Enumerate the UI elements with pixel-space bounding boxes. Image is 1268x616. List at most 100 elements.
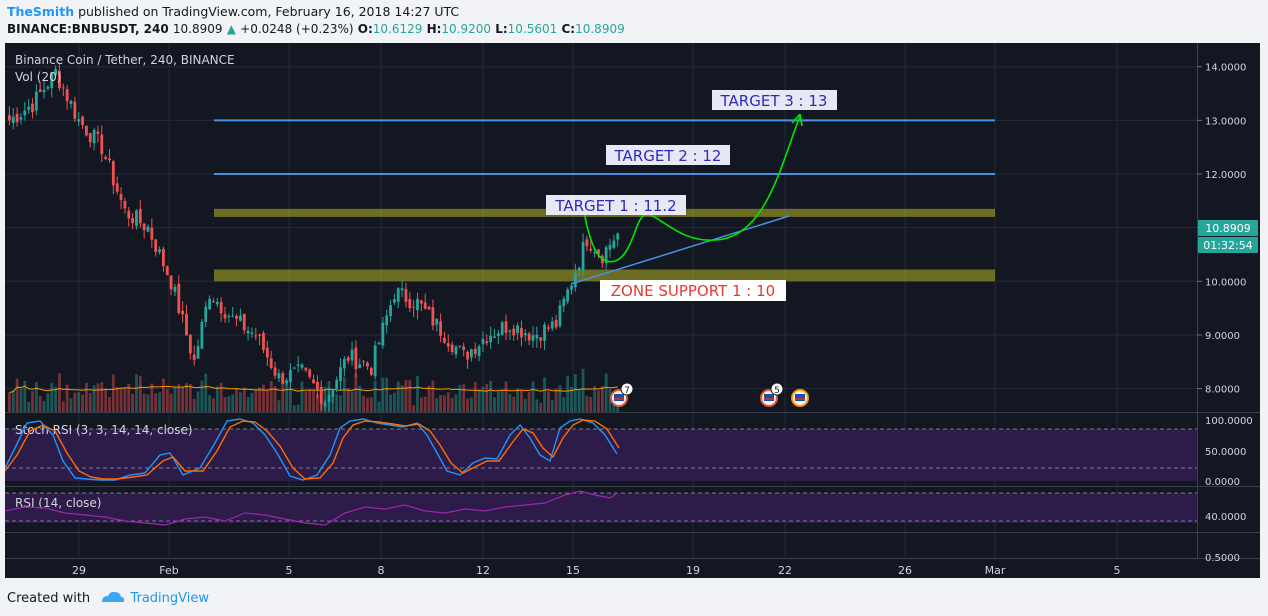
author-name[interactable]: TheSmith bbox=[7, 4, 75, 19]
candle-body bbox=[165, 266, 169, 276]
volume-bar bbox=[454, 394, 458, 412]
volume-bar bbox=[573, 374, 577, 412]
low-value: 10.5601 bbox=[507, 22, 558, 36]
candle-body bbox=[254, 335, 258, 337]
volume-bar bbox=[34, 382, 38, 412]
candle-body bbox=[481, 338, 485, 345]
price-tick: 9.0000 bbox=[1205, 331, 1240, 342]
volume-bar bbox=[547, 391, 550, 412]
candle-body bbox=[335, 379, 339, 389]
volume-bar bbox=[231, 394, 235, 412]
publish-info: TheSmith published on TradingView.com, F… bbox=[7, 4, 459, 19]
volume-bar bbox=[346, 388, 350, 412]
stoch-band bbox=[5, 429, 1197, 481]
candle-body bbox=[34, 91, 38, 111]
trendline[interactable] bbox=[570, 215, 790, 285]
stoch-axis[interactable]: 100.0000 50.0000 0.0000 bbox=[1205, 416, 1253, 488]
candle-body bbox=[558, 305, 562, 327]
volume-bar bbox=[443, 395, 446, 412]
volume-bar bbox=[85, 382, 88, 412]
candle-body bbox=[269, 358, 273, 368]
volume-bar bbox=[427, 385, 431, 412]
candle-body bbox=[138, 208, 142, 224]
candle-body bbox=[339, 367, 342, 382]
event-marker-flag-icon[interactable]: 5 bbox=[760, 382, 784, 407]
candle-body bbox=[223, 314, 227, 319]
target-3-label[interactable]: TARGET 3 : 13 bbox=[712, 90, 837, 110]
tradingview-logo-icon[interactable] bbox=[100, 590, 126, 604]
event-marker-flag-icon[interactable] bbox=[791, 389, 809, 407]
candle-body bbox=[277, 373, 281, 379]
volume-bar bbox=[362, 395, 365, 412]
candle-body bbox=[58, 70, 61, 89]
time-axis[interactable]: 29 Feb 5 8 12 15 19 22 26 Mar 5 bbox=[72, 564, 1121, 577]
volume-bar bbox=[585, 395, 589, 412]
candle-body bbox=[235, 315, 238, 319]
price-tick: 13.0000 bbox=[1205, 116, 1246, 127]
volume-bar bbox=[508, 394, 512, 412]
candle-body bbox=[554, 319, 558, 328]
candle-body bbox=[493, 336, 496, 338]
candle-body bbox=[489, 335, 493, 343]
volume-bar bbox=[408, 380, 412, 412]
volume-bar bbox=[42, 400, 46, 412]
symbol: BINANCE:BNBUSDT, 240 bbox=[7, 22, 169, 36]
candle-body bbox=[115, 183, 119, 192]
candle-body bbox=[416, 298, 419, 311]
volume-bar bbox=[558, 385, 562, 412]
target-2-label[interactable]: TARGET 2 : 12 bbox=[606, 145, 730, 165]
volume-bar bbox=[458, 384, 462, 412]
candle-body bbox=[289, 370, 292, 383]
svg-text:TARGET 3 : 13: TARGET 3 : 13 bbox=[720, 92, 828, 110]
candle-body bbox=[73, 101, 77, 119]
volume-bar bbox=[173, 387, 177, 412]
high-label: H: bbox=[426, 22, 442, 36]
volume-bar bbox=[258, 387, 262, 412]
volume-bar bbox=[212, 398, 215, 412]
candles[interactable] bbox=[8, 63, 620, 412]
svg-text:TARGET 2 : 12: TARGET 2 : 12 bbox=[614, 147, 722, 165]
candle-body bbox=[54, 69, 57, 76]
stoch-tick: 100.0000 bbox=[1205, 416, 1253, 427]
candle-body bbox=[512, 328, 516, 336]
volume-bar bbox=[562, 397, 566, 412]
candle-body bbox=[462, 346, 466, 350]
candle-body bbox=[111, 161, 115, 186]
volume-bar bbox=[138, 376, 142, 412]
stoch-k-line bbox=[4, 418, 618, 481]
candle-body bbox=[108, 158, 111, 161]
time-tick: 15 bbox=[566, 564, 580, 577]
zone-support-label[interactable]: ZONE SUPPORT 1 : 10 bbox=[600, 280, 786, 301]
svg-text:10.8909: 10.8909 bbox=[1205, 222, 1251, 235]
rsi-axis[interactable]: 40.0000 0.5000 bbox=[1205, 512, 1246, 564]
candle-body bbox=[188, 334, 192, 354]
volume-bar bbox=[431, 380, 435, 412]
zone-band bbox=[214, 269, 995, 282]
candle-body bbox=[439, 321, 442, 336]
volume-bar bbox=[273, 386, 277, 412]
rsi-line bbox=[4, 490, 618, 526]
volume-bar bbox=[412, 405, 416, 412]
volume-bar bbox=[200, 380, 204, 412]
candle-body bbox=[319, 386, 323, 404]
volume-label: Vol (20) bbox=[15, 70, 61, 84]
volume-bar bbox=[165, 388, 169, 412]
volume-bar bbox=[188, 384, 192, 412]
volume-bar bbox=[154, 393, 158, 412]
volume-bar bbox=[61, 401, 65, 412]
chart-canvas[interactable]: TARGET 3 : 13 TARGET 2 : 12 TARGET 1 : 1… bbox=[4, 43, 1260, 578]
tradingview-link[interactable]: TradingView bbox=[130, 591, 209, 606]
event-marker-flag-icon[interactable]: 7 bbox=[610, 382, 634, 407]
candle-body bbox=[423, 302, 427, 309]
volume-bar bbox=[58, 373, 61, 412]
projection-arrow[interactable] bbox=[582, 115, 801, 263]
volume-bar bbox=[419, 397, 423, 412]
candle-body bbox=[604, 247, 608, 264]
chart-frame[interactable]: TARGET 3 : 13 TARGET 2 : 12 TARGET 1 : 1… bbox=[4, 43, 1260, 578]
target-1-label[interactable]: TARGET 1 : 11.2 bbox=[546, 195, 686, 215]
candle-body bbox=[385, 315, 389, 326]
volume-bar bbox=[481, 386, 485, 412]
arrow-head-icon bbox=[791, 113, 803, 127]
countdown-badge: 01:32:54 bbox=[1198, 237, 1258, 253]
volume-bar bbox=[450, 397, 454, 412]
